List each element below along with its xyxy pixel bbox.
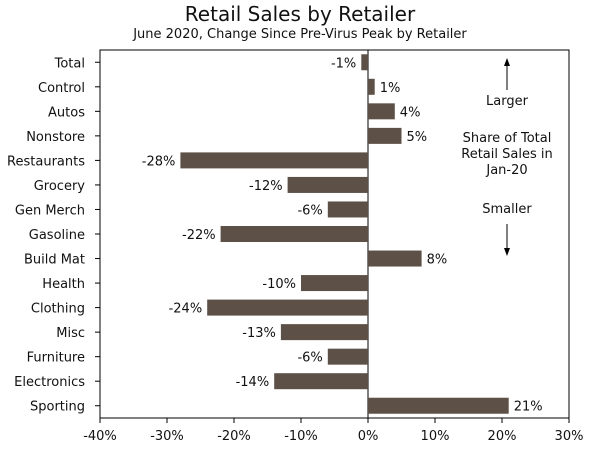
x-tick-label: 0% [358,429,379,444]
data-label: -10% [262,277,296,292]
bar [274,373,368,390]
category-label: Total [54,56,85,71]
category-label: Clothing [31,302,85,317]
category-label: Furniture [27,351,85,366]
category-label: Build Mat [24,253,85,268]
data-label: -12% [249,179,283,194]
data-label: -14% [236,375,270,390]
data-label: -24% [169,302,203,317]
annotation-share-line-2: Retail Sales in [461,147,553,162]
x-tick-label: 30% [555,429,584,444]
bar [180,152,368,169]
annotation-smaller: Smaller [482,202,532,217]
category-label: Electronics [14,375,85,390]
bar [368,127,402,144]
data-label: 4% [400,105,421,120]
data-label: -1% [331,56,356,71]
x-tick-label: -20% [217,429,251,444]
bar [368,397,509,414]
arrow-down-icon [504,248,510,256]
data-label: -6% [297,351,322,366]
category-label: Sporting [30,400,85,415]
bar [207,299,368,316]
data-label: -22% [182,228,216,243]
bar [220,226,368,242]
data-label: 5% [407,130,428,145]
data-label: -13% [242,326,276,341]
category-label: Control [38,81,85,96]
bar [368,78,375,95]
x-tick-label: -30% [150,429,184,444]
bar [361,54,368,71]
category-label: Gen Merch [15,203,85,218]
bar [287,176,368,193]
annotation-share-line-3: Jan-20 [486,163,528,178]
bar [327,348,368,365]
x-tick-label: 10% [421,429,450,444]
category-label: Restaurants [7,154,85,169]
annotation-share-line-1: Share of Total [462,131,552,146]
bar [301,275,368,292]
chart-subtitle: June 2020, Change Since Pre-Virus Peak b… [133,27,467,42]
data-label: -6% [297,203,322,218]
arrow-up-icon [504,58,510,66]
data-label: 8% [427,253,448,268]
category-label: Misc [56,326,85,341]
x-tick-label: -10% [284,429,318,444]
bar [280,324,368,341]
category-label: Nonstore [26,130,85,145]
data-label: -28% [142,154,176,169]
category-label: Autos [48,105,85,120]
bar [327,201,368,218]
category-label: Gasoline [29,228,85,243]
x-tick-label: -40% [83,429,117,444]
category-label: Grocery [34,179,86,194]
category-label: Health [42,277,85,292]
chart-title: Retail Sales by Retailer [184,2,416,26]
data-label: 21% [514,400,543,415]
bar [368,103,395,120]
data-label: 1% [380,81,401,96]
annotation-larger: Larger [486,94,528,109]
bar [368,250,422,267]
x-tick-label: 20% [488,429,517,444]
